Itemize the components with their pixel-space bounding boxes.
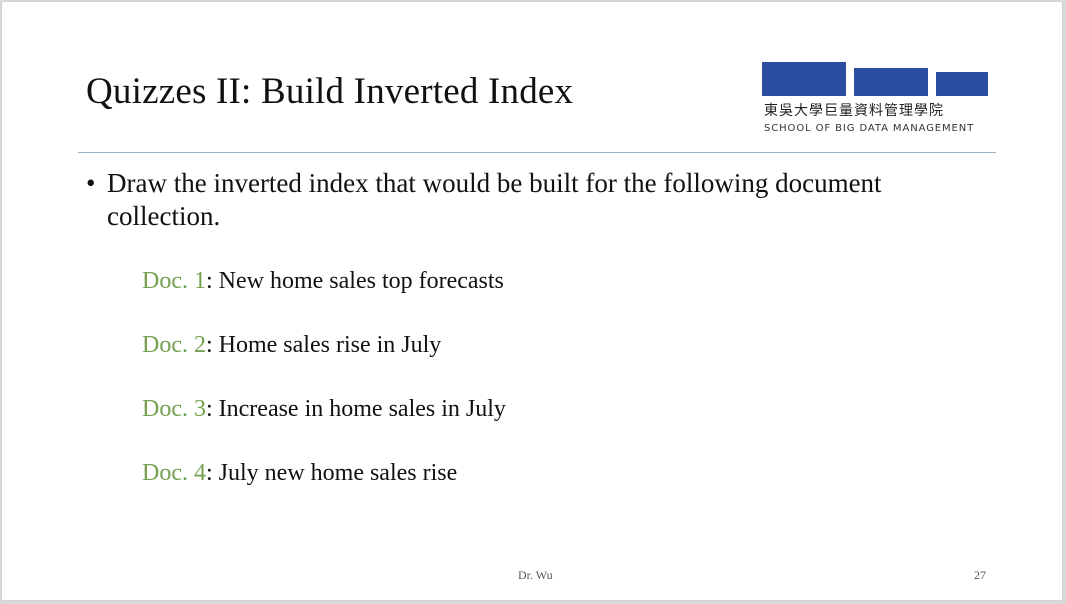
logo-chinese-name: 東吳大學巨量資料管理學院 [764,103,944,119]
bullet-point: • Draw the inverted index that would be … [86,167,996,233]
document-item-1: Doc. 1: New home sales top forecasts [142,268,504,295]
document-label: Doc. 2 [142,332,206,358]
bullet-text: Draw the inverted index that would be bu… [107,168,882,231]
title-divider [78,152,996,153]
document-text: : Home sales rise in July [205,332,442,358]
page-number: 27 [974,568,986,582]
slide-title: Quizzes II: Build Inverted Index [86,71,574,112]
document-label: Doc. 4 [142,460,206,486]
document-text: : New home sales top forecasts [205,268,504,294]
document-item-3: Doc. 3: Increase in home sales in July [142,396,506,423]
logo-bar-2 [854,68,928,96]
document-item-4: Doc. 4: July new home sales rise [142,460,457,487]
document-text: : July new home sales rise [205,460,458,486]
school-logo: 東吳大學巨量資料管理學院 SCHOOL OF BIG DATA MANAGEME… [762,62,990,138]
document-label: Doc. 3 [142,396,206,422]
footer-author: Dr. Wu [518,568,553,582]
document-item-2: Doc. 2: Home sales rise in July [142,332,441,359]
bullet-icon: • [86,168,96,198]
logo-bar-3 [936,72,988,96]
document-label: Doc. 1 [142,268,206,294]
document-text: : Increase in home sales in July [205,396,506,422]
logo-english-name: SCHOOL OF BIG DATA MANAGEMENT [764,123,975,134]
logo-bar-1 [762,62,846,96]
